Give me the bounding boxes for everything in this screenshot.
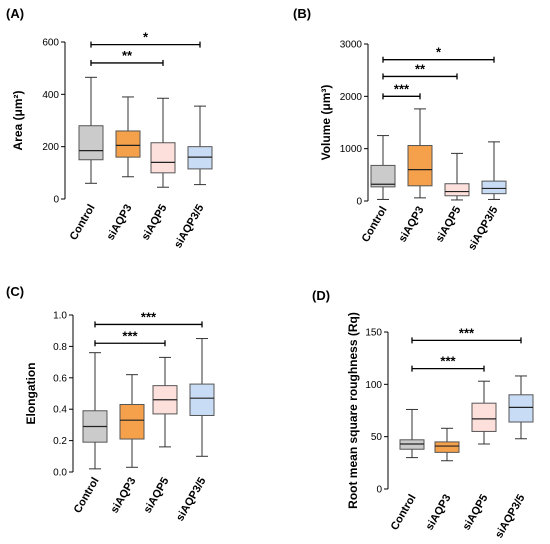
y-tick-label: 400 (42, 90, 59, 101)
box-siaqp3 (119, 374, 145, 468)
box-iqr (119, 403, 145, 440)
box-control (78, 76, 104, 184)
significance-bracket: *** (411, 354, 485, 372)
significance-bracket: *** (94, 328, 166, 347)
significance-label: * (436, 45, 442, 60)
box-control (370, 135, 396, 200)
panel-label: (D) (312, 288, 330, 303)
box-siaqp3-5 (508, 375, 534, 440)
significance-bracket: *** (94, 309, 203, 328)
category-label: siAQP5 (140, 203, 170, 243)
box-siaqp5 (150, 97, 176, 188)
chart-panel-4: (D) Root mean square roughness (Rq) 0 50 100… (312, 288, 534, 541)
box-iqr (189, 383, 215, 416)
panel-label: (C) (6, 284, 24, 299)
category-label: siAQP3/5 (172, 203, 207, 251)
box-siaqp3 (115, 96, 141, 178)
y-tick-label: 200 (42, 142, 59, 153)
category-label: siAQP5 (142, 476, 172, 516)
significance-bracket: *** (382, 81, 421, 100)
category-label: Control (360, 205, 390, 245)
box-siaqp5 (444, 152, 470, 201)
y-tick-label: 0 (376, 485, 382, 496)
y-tick-label: 50 (371, 432, 383, 443)
category-label: siAQP5 (434, 205, 464, 245)
category-label: siAQP3 (105, 203, 135, 243)
y-axis-title: Root mean square roughness (Rq) (346, 312, 360, 509)
box-iqr (481, 180, 507, 195)
y-tick-label: 2000 (340, 92, 363, 103)
box-iqr (150, 142, 176, 174)
significance-label: *** (459, 325, 475, 340)
box-iqr (471, 402, 497, 432)
category-label: siAQP3 (424, 493, 454, 533)
box-siaqp3-5 (481, 141, 507, 200)
y-axis-title: Volume (μm³) (319, 85, 333, 161)
significance-label: *** (440, 354, 456, 369)
y-tick-label: 0.8 (53, 342, 67, 353)
significance-label: *** (122, 328, 138, 343)
y-tick-label: 0.6 (53, 373, 67, 384)
category-label: siAQP3/5 (174, 476, 209, 524)
y-axis-title: Elongation (24, 363, 38, 425)
y-tick-label: 600 (42, 38, 59, 49)
box-siaqp3 (407, 108, 433, 199)
significance-label: *** (141, 309, 157, 324)
y-tick-label: 150 (365, 328, 382, 339)
category-label: Control (68, 203, 98, 243)
y-tick-label: 0 (53, 195, 59, 206)
box-iqr (115, 130, 141, 158)
y-tick-label: 0.2 (53, 436, 67, 447)
significance-bracket: ** (382, 61, 458, 80)
box-iqr (508, 394, 534, 423)
y-tick-label: 0.0 (53, 468, 67, 479)
box-iqr (434, 441, 460, 453)
box-control (399, 408, 425, 459)
panel-label: (B) (293, 6, 311, 21)
category-label: Control (389, 493, 419, 533)
y-tick-label: 100 (365, 380, 382, 391)
significance-label: * (143, 30, 149, 45)
box-iqr (407, 145, 433, 187)
box-siaqp5 (471, 380, 497, 445)
box-siaqp3 (434, 427, 460, 462)
category-label: Control (72, 476, 102, 516)
category-label: siAQP3/5 (493, 493, 528, 541)
significance-label: ** (415, 61, 426, 76)
y-tick-label: 1000 (340, 144, 363, 155)
box-iqr (444, 183, 470, 197)
significance-bracket: * (90, 30, 201, 48)
box-iqr (78, 125, 104, 161)
category-label: siAQP3 (109, 476, 139, 516)
category-label: siAQP3/5 (466, 205, 501, 253)
panel-label: (A) (6, 6, 24, 21)
significance-bracket: ** (90, 48, 164, 66)
significance-bracket: * (382, 45, 495, 63)
significance-label: ** (122, 48, 133, 63)
y-axis-title: Area (μm²) (11, 90, 25, 150)
y-tick-label: 0.4 (53, 405, 67, 416)
box-siaqp3-5 (189, 338, 215, 457)
y-tick-label: 0 (356, 197, 362, 208)
box-control (82, 352, 108, 470)
box-iqr (370, 164, 396, 188)
y-tick-label: 3000 (340, 40, 363, 51)
box-iqr (187, 146, 213, 170)
category-label: siAQP3 (397, 205, 427, 245)
y-tick-label: 1.0 (53, 311, 67, 322)
box-siaqp5 (152, 356, 178, 448)
box-siaqp3-5 (187, 105, 213, 186)
category-label: siAQP5 (461, 493, 491, 533)
significance-bracket: *** (411, 325, 522, 344)
significance-label: *** (394, 81, 410, 96)
